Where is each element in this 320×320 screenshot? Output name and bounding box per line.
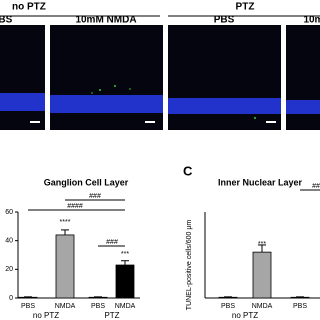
x-tick-label: NMDA [115, 303, 136, 310]
group-label: PTZ [236, 2, 255, 13]
group-label: no PTZ [12, 2, 46, 13]
bar [252, 251, 272, 299]
significance: *** [258, 241, 266, 248]
significance: ### [106, 239, 118, 246]
micrograph [50, 25, 163, 130]
chart-title: Ganglion Cell Layer [44, 177, 129, 187]
bar [88, 296, 108, 299]
nuclear-band [168, 98, 281, 114]
charts: Ganglion Cell Layer 0 20 40 60 PBS NMDA PBS NMDA… [5, 177, 320, 320]
significance: *** [121, 251, 129, 258]
micrograph [0, 25, 45, 130]
x-tick-label: PBS [21, 303, 35, 310]
significance: ### [89, 193, 101, 200]
x-tick-label: PBS [293, 303, 307, 310]
nuclear-band [286, 100, 320, 114]
x-tick-label: NMDA [55, 303, 76, 310]
panel-label: PBS [214, 15, 235, 26]
group-label: no PTZ [33, 311, 59, 320]
chart-title: Inner Nuclear Layer [218, 177, 303, 187]
x-tick-label: PBS [91, 303, 105, 310]
micrographs [0, 25, 320, 130]
x-tick-label: NMDA [252, 303, 273, 310]
group-label: no PTZ [232, 311, 258, 320]
nuclear-band [0, 93, 45, 111]
group-label: PTZ [104, 311, 119, 320]
bar [115, 264, 135, 299]
panel-label: PBS [0, 15, 13, 26]
y-tick-label: 40 [5, 238, 13, 245]
significance: ### [312, 183, 320, 190]
y-tick-label: 60 [5, 209, 13, 216]
nuclear-band [50, 95, 163, 113]
tunel-spots [91, 85, 256, 119]
significance: #### [67, 203, 83, 210]
significance: **** [60, 219, 71, 226]
panel-label: 10mM NMDA [303, 15, 320, 26]
bar [18, 296, 38, 299]
bar [290, 296, 310, 299]
panel-letter: C [183, 163, 193, 178]
bar [218, 296, 238, 299]
y-tick-label: 0 [9, 295, 13, 302]
y-axis-label: TUNEL-positive cells/600 μm [186, 220, 193, 311]
panel-label: 10mM NMDA [75, 15, 136, 26]
y-tick-label: 20 [5, 266, 13, 273]
bar [55, 234, 75, 299]
micrograph [286, 25, 320, 130]
x-tick-label: PBS [221, 303, 235, 310]
micrograph [168, 25, 281, 130]
